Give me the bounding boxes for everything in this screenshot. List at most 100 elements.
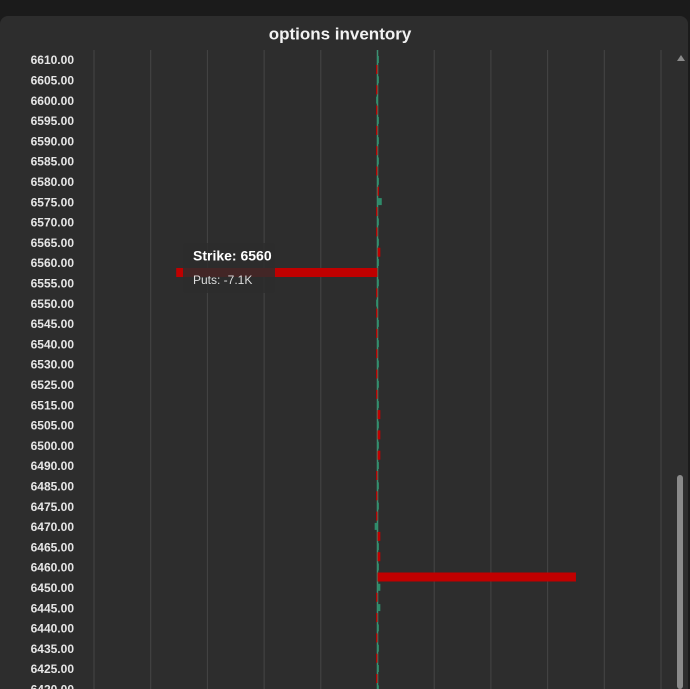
bar — [377, 360, 379, 368]
y-tick-label: 6490.00 — [31, 459, 75, 473]
bar — [376, 674, 378, 683]
y-tick-label: 6440.00 — [31, 622, 75, 636]
y-tick-label: 6530.00 — [31, 358, 75, 372]
y-tick-label: 6555.00 — [31, 276, 75, 290]
bar — [376, 369, 378, 379]
y-tick-label: 6435.00 — [31, 642, 75, 656]
y-tick-label: 6450.00 — [31, 581, 75, 595]
bar — [376, 96, 378, 104]
bar — [377, 247, 381, 257]
y-tick-label: 6585.00 — [31, 155, 75, 169]
bar — [377, 430, 381, 440]
bar — [376, 328, 378, 338]
bar — [376, 299, 378, 307]
y-tick-label: 6485.00 — [31, 479, 75, 493]
scrollbar-thumb[interactable] — [677, 475, 683, 689]
bar — [377, 624, 379, 632]
bar — [376, 227, 378, 237]
bar — [376, 613, 378, 623]
y-tick-label: 6505.00 — [31, 419, 75, 433]
bar — [376, 592, 378, 602]
bar — [376, 633, 378, 643]
bar — [377, 563, 379, 571]
bar — [377, 552, 381, 562]
bar — [377, 340, 379, 348]
y-tick-label: 6550.00 — [31, 297, 75, 311]
bar — [377, 157, 379, 165]
y-tick-label: 6605.00 — [31, 73, 75, 87]
bar — [376, 349, 378, 359]
y-tick-label: 6465.00 — [31, 540, 75, 554]
y-tick-label: 6475.00 — [31, 500, 75, 514]
bar — [377, 56, 379, 63]
bar — [374, 522, 378, 530]
y-tick-label: 6500.00 — [31, 439, 75, 453]
scroll-up-arrow[interactable] — [677, 55, 685, 61]
tooltip-label: Puts: -7.1K — [193, 273, 252, 287]
bar — [376, 207, 378, 217]
bar — [376, 146, 378, 156]
bar — [377, 76, 379, 84]
bar — [377, 583, 381, 591]
y-tick-label: 6565.00 — [31, 236, 75, 250]
y-tick-label: 6590.00 — [31, 134, 75, 148]
tooltip: Strike: 6560 Puts: -7.1K — [183, 243, 275, 293]
bar — [377, 401, 379, 409]
bar — [377, 543, 379, 551]
y-tick-label: 6470.00 — [31, 520, 75, 534]
bar — [377, 238, 379, 246]
tooltip-title: Strike: 6560 — [193, 248, 272, 264]
bar — [377, 644, 379, 652]
plot-area: 6610.00 6605.00 6600.00 6595.00 6590.00 6585.… — [31, 50, 662, 689]
y-tick-label: 6460.00 — [31, 561, 75, 575]
y-tick-label: 6570.00 — [31, 216, 75, 230]
y-tick-label: 6545.00 — [31, 317, 75, 331]
bar — [377, 137, 379, 145]
bar — [377, 259, 379, 266]
y-tick-label: 6425.00 — [31, 662, 75, 676]
bar — [376, 65, 378, 74]
bar — [377, 502, 379, 510]
y-tick-label: 6540.00 — [31, 337, 75, 351]
bar — [377, 462, 379, 469]
bar — [376, 471, 378, 480]
chart-title: options inventory — [269, 24, 412, 43]
bar — [377, 279, 379, 287]
y-tick-label: 6445.00 — [31, 601, 75, 615]
bar — [377, 685, 379, 689]
bar — [376, 653, 378, 663]
bar — [377, 198, 382, 206]
bar — [376, 288, 378, 298]
y-tick-label: 6575.00 — [31, 195, 75, 209]
y-tick-label: 6525.00 — [31, 378, 75, 392]
y-tick-label: 6515.00 — [31, 398, 75, 412]
bar — [377, 665, 379, 672]
y-tick-label: 6610.00 — [31, 53, 75, 67]
bar — [377, 531, 381, 541]
bar — [377, 177, 379, 185]
bar — [376, 511, 378, 521]
bar — [376, 308, 378, 318]
y-tick-label: 6600.00 — [31, 94, 75, 108]
bar — [176, 268, 378, 277]
bar — [377, 410, 381, 420]
tooltip-box — [183, 243, 275, 293]
bar — [376, 125, 378, 135]
bar — [377, 116, 379, 124]
y-tick-label: 6420.00 — [31, 682, 75, 689]
bar — [377, 441, 379, 449]
bar — [377, 380, 379, 388]
y-tick-label: 6580.00 — [31, 175, 75, 189]
bar — [376, 166, 378, 176]
y-tick-label: 6595.00 — [31, 114, 75, 128]
bar — [377, 218, 379, 226]
bar — [377, 450, 381, 460]
bar — [377, 572, 576, 582]
bar — [377, 319, 379, 327]
bar — [376, 491, 378, 501]
bar — [377, 604, 381, 612]
bar — [376, 85, 378, 95]
bar — [377, 482, 379, 490]
y-tick-label: 6560.00 — [31, 256, 75, 270]
